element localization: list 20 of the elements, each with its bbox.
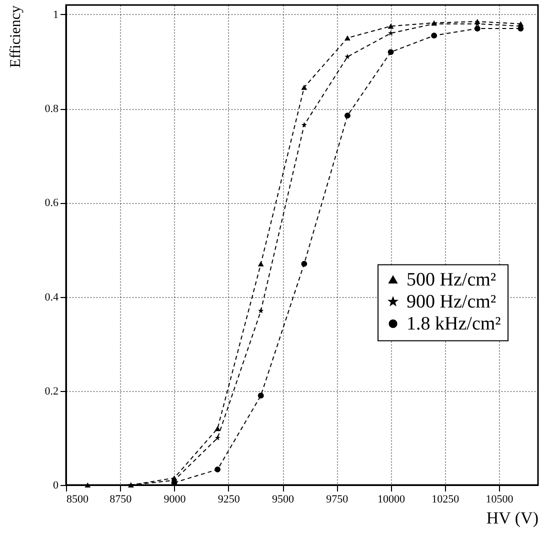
x-tick-label: 9000 [164, 494, 186, 506]
y-tick-label: 0.2 [44, 385, 58, 398]
y-tick-label: 0 [53, 480, 59, 492]
x-tick-label: 10500 [486, 494, 514, 506]
y-axis-title: Efficiency [8, 5, 24, 68]
x-axis-title: HV (V) [486, 508, 538, 528]
x-tick-label: 9250 [218, 494, 240, 506]
legend-label: 900 Hz/cm² [406, 292, 496, 313]
x-tick-label: 8750 [110, 494, 132, 506]
y-tick-label: 0.4 [44, 291, 59, 304]
x-tick-label: 9750 [326, 494, 349, 506]
y-tick-label: 0.6 [44, 197, 59, 210]
x-tick-label: 9500 [272, 494, 295, 506]
legend-label: 1.8 kHz/cm² [406, 314, 502, 335]
x-tick-label: 10250 [432, 494, 460, 506]
legend-label: 500 Hz/cm² [406, 270, 496, 291]
y-tick-label: 1 [53, 8, 58, 21]
x-tick-label: 8500 [66, 494, 89, 506]
y-tick-label: 0.8 [44, 103, 59, 116]
x-tick-label: 10000 [378, 494, 406, 506]
